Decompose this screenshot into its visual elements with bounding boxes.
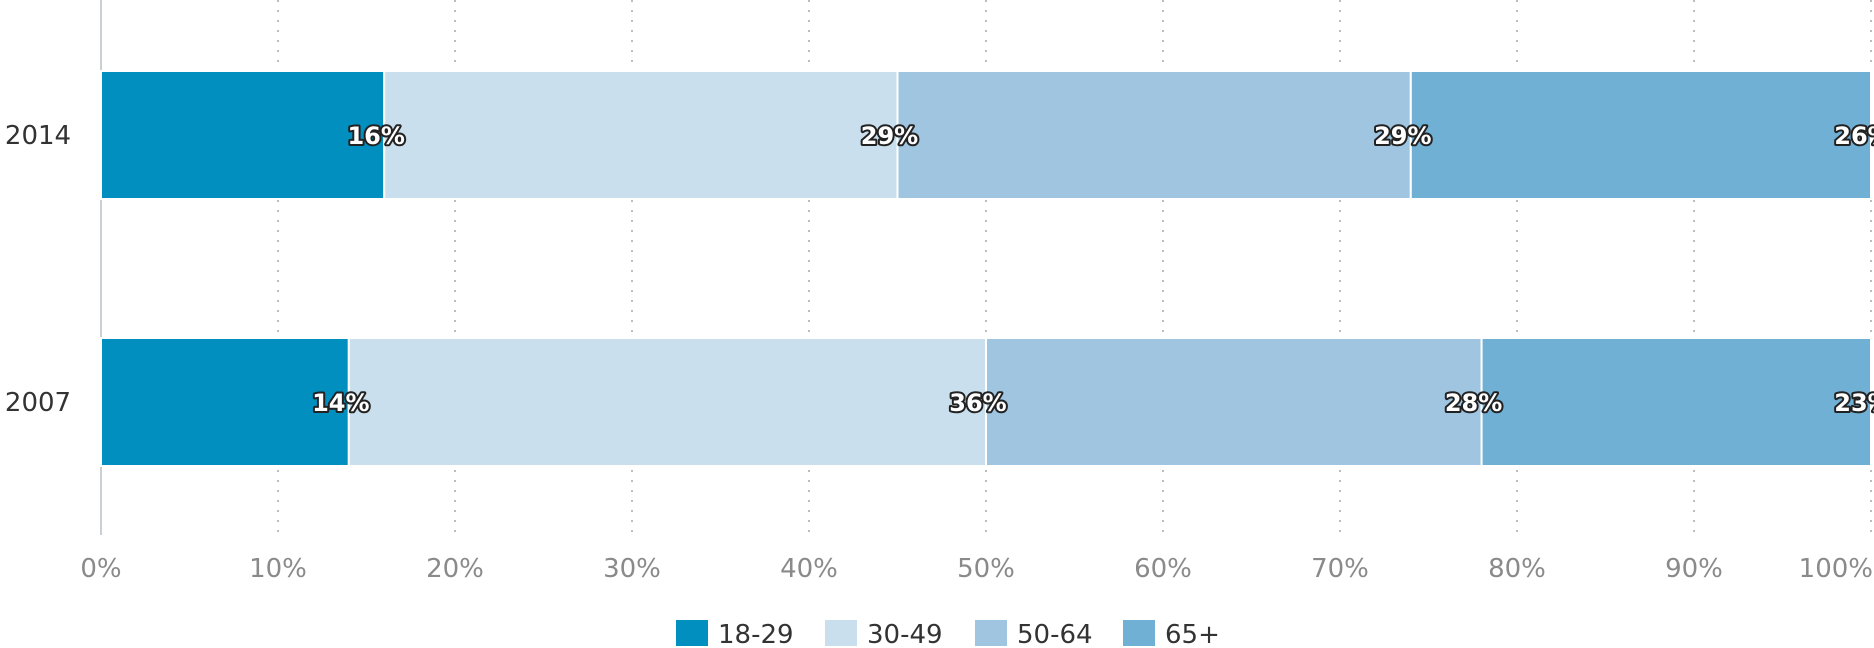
- x-tick-label: 20%: [426, 554, 484, 584]
- data-label: 14%: [312, 389, 369, 417]
- x-tick-label: 10%: [249, 554, 307, 584]
- legend-swatch: [825, 620, 857, 646]
- x-tick-label: 40%: [780, 554, 838, 584]
- data-label: 16%: [347, 122, 404, 150]
- x-tick-label: 90%: [1665, 554, 1723, 584]
- bar-segment: [347, 337, 987, 467]
- data-label: 28%: [1445, 389, 1502, 417]
- data-label: 36%: [949, 389, 1006, 417]
- legend-label: 65+: [1165, 620, 1220, 648]
- bar-segment: [896, 70, 1412, 200]
- x-tick-label: 0%: [80, 554, 121, 584]
- bar-segment: [1480, 337, 1872, 467]
- legend-swatch: [1123, 620, 1155, 646]
- data-labels: 16% 29% 29% 26% 14% 36% 28% 23%: [310, 120, 1874, 419]
- data-label: 26%: [1834, 122, 1874, 150]
- bar-segment: [1409, 70, 1873, 200]
- legend-label: 18-29: [718, 620, 794, 648]
- category-label: 2007: [5, 388, 71, 418]
- data-label: 29%: [861, 122, 918, 150]
- bars: [100, 70, 1873, 467]
- bar-segment: [100, 70, 386, 200]
- x-tick-label: 100%: [1799, 554, 1873, 584]
- x-tick-label: 80%: [1488, 554, 1546, 584]
- category-labels: 2014 2007: [5, 121, 71, 418]
- x-tick-label: 70%: [1311, 554, 1369, 584]
- legend-swatch: [975, 620, 1007, 646]
- legend-label: 30-49: [867, 620, 943, 648]
- x-tick-label: 50%: [957, 554, 1015, 584]
- data-label: 29%: [1374, 122, 1431, 150]
- bar-segment: [985, 337, 1483, 467]
- category-label: 2014: [5, 121, 71, 151]
- legend: 18-29 30-49 50-64 65+: [676, 620, 1220, 648]
- legend-label: 50-64: [1017, 620, 1093, 648]
- x-axis-tick-labels: 0% 10% 20% 30% 40% 50% 60% 70% 80% 90% 100%: [80, 554, 1873, 584]
- x-tick-label: 60%: [1134, 554, 1192, 584]
- data-label: 23%: [1834, 389, 1874, 417]
- x-tick-label: 30%: [603, 554, 661, 584]
- bar-segment: [383, 70, 899, 200]
- legend-swatch: [676, 620, 708, 646]
